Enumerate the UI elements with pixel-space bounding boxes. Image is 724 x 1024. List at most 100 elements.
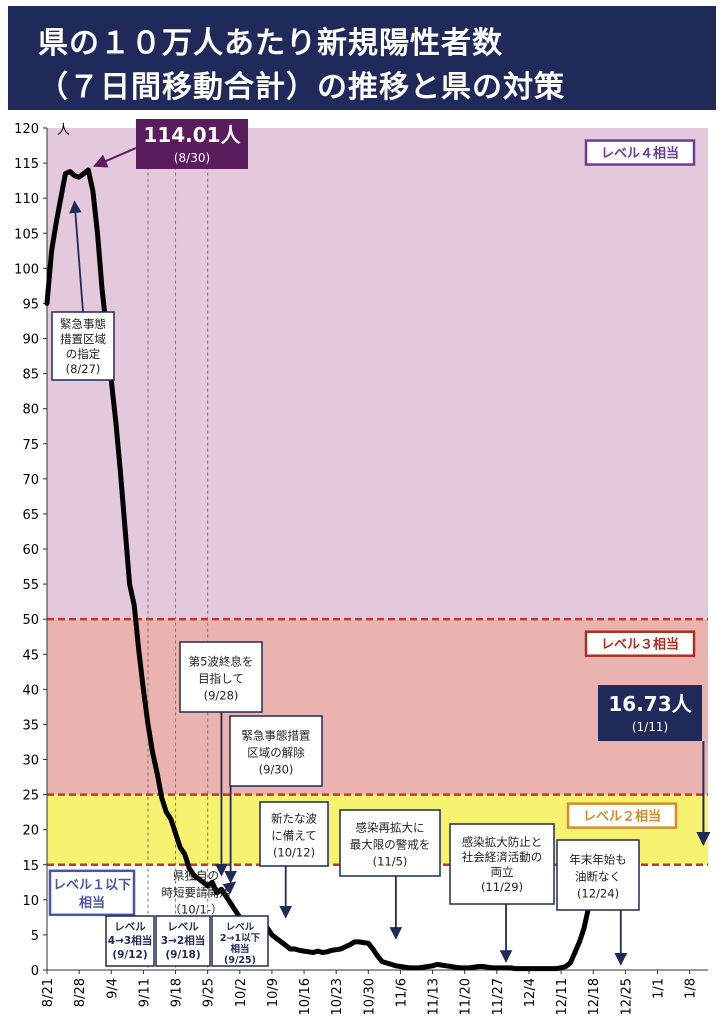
peak-callout-value: 16.73人	[608, 692, 692, 716]
y-tick-label: 65	[22, 508, 39, 523]
y-unit-label: 人	[57, 123, 70, 138]
band-label-box	[566, 802, 678, 829]
level-change-text: (9/25)	[224, 955, 256, 966]
y-tick-label: 15	[22, 859, 39, 874]
y-tick-label: 70	[22, 473, 39, 488]
x-tick-label: 9/18	[170, 978, 185, 1007]
annotation-text: (11/29)	[481, 880, 523, 894]
x-tick-label: 12/11	[555, 978, 570, 1015]
y-tick-label: 55	[22, 578, 39, 593]
y-tick-label: 120	[14, 122, 39, 137]
annotation-text: 区域の解除	[247, 746, 305, 760]
annotation-text: 緊急事態措置	[242, 729, 311, 743]
series-line	[44, 167, 596, 972]
annotation-arrow	[69, 200, 84, 313]
annotation-text: 第5波終息を	[189, 655, 254, 669]
chart-title-banner: 県の１０万人あたり新規陽性者数 （７日間移動合計）の推移と県の対策	[8, 6, 716, 110]
annotation-text: 目指して	[198, 672, 244, 686]
y-tick-label: 80	[22, 403, 39, 418]
band-label: レベル１以下	[53, 878, 131, 893]
annotation-text: 年末年始も	[569, 853, 627, 867]
annotation-box	[339, 809, 441, 877]
y-tick-label: 20	[22, 824, 39, 839]
x-tick-label: 1/1	[652, 978, 667, 999]
x-tick-label: 1/8	[684, 978, 699, 999]
level-change-text: 3→2相当	[161, 934, 205, 947]
annotation-text: 感染拡大防止と	[462, 835, 543, 849]
annotation-box	[229, 715, 323, 787]
annotation-text: (12/24)	[577, 887, 619, 901]
x-tick-label: 10/16	[298, 978, 313, 1015]
x-tick-label: 9/4	[105, 978, 120, 999]
y-tick-label: 110	[14, 192, 39, 207]
x-tick-label: 10/2	[234, 978, 249, 1007]
annotation-text: (11/5)	[373, 855, 408, 869]
x-tick-label: 10/23	[330, 978, 345, 1015]
annotation-text: 両立	[491, 865, 514, 879]
annotation-text: (8/27)	[66, 362, 101, 376]
x-tick-label: 9/11	[137, 978, 152, 1007]
level-change-text: レベル	[167, 921, 199, 933]
y-tick-label: 95	[22, 297, 39, 312]
level-change-text: 2→1以下	[220, 933, 261, 944]
peak-callout-arrow	[93, 147, 137, 168]
x-tick-label: 10/9	[266, 978, 281, 1007]
level-change-text: レベル	[226, 922, 255, 933]
level-band	[47, 128, 708, 620]
annotation-text: 措置区域	[60, 332, 106, 346]
peak-callout-box	[598, 685, 702, 741]
x-tick-label: 12/18	[587, 978, 602, 1015]
annotation-box	[556, 839, 640, 911]
annotation-arrow	[222, 881, 237, 895]
annotation-text: (9/30)	[259, 763, 294, 777]
annotation-text: 緊急事態	[60, 317, 106, 331]
band-label: 相当	[79, 895, 105, 911]
chart-title-line1: 県の１０万人あたり新規陽性者数	[38, 26, 503, 61]
annotation-text: (10/12)	[273, 846, 315, 860]
band-label: レベル４相当	[601, 146, 679, 162]
y-tick-label: 90	[22, 333, 39, 348]
level-change-text: (9/12)	[112, 949, 147, 961]
y-tick-label: 100	[14, 262, 39, 277]
y-tick-label: 50	[22, 613, 39, 628]
annotation-text: 県独自の	[173, 869, 219, 883]
band-label-box	[584, 630, 696, 657]
peak-callout-date: (8/30)	[174, 151, 210, 165]
y-tick-label: 85	[22, 368, 39, 383]
y-tick-label: 40	[22, 683, 39, 698]
annotation-box	[179, 641, 263, 713]
x-tick-label: 11/27	[491, 978, 506, 1015]
chart-title-line2: （７日間移動合計）の推移と県の対策	[38, 70, 565, 105]
level-change-text: レベル	[114, 921, 146, 933]
band-label-box	[584, 139, 696, 166]
x-tick-label: 11/13	[427, 978, 442, 1015]
y-tick-label: 0	[31, 964, 39, 979]
x-tick-label: 8/28	[73, 978, 88, 1007]
y-tick-label: 5	[31, 929, 39, 944]
y-tick-label: 60	[22, 543, 39, 558]
peak-callout-date: (1/11)	[632, 720, 668, 734]
annotation-box	[259, 801, 329, 867]
annotation-text: の指定	[66, 347, 101, 361]
annotation-text: （10/1-）	[170, 903, 223, 917]
y-tick-label: 75	[22, 438, 39, 453]
level-change-text: 相当	[230, 943, 249, 955]
level-change-box	[211, 915, 269, 967]
band-label: レベル３相当	[601, 637, 679, 653]
y-tick-label: 30	[22, 754, 39, 769]
level-change-box	[105, 915, 155, 967]
annotation-text: 時短要請開始	[162, 886, 231, 900]
x-tick-label: 12/4	[523, 978, 538, 1007]
x-tick-label: 10/30	[362, 978, 377, 1015]
peak-callout-box	[136, 119, 248, 169]
x-tick-label: 9/25	[202, 978, 217, 1007]
x-tick-label: 12/25	[619, 978, 634, 1015]
y-tick-label: 45	[22, 648, 39, 663]
band-label: レベル２相当	[583, 809, 661, 825]
annotation-box	[449, 823, 555, 905]
annotation-text: 油断なく	[575, 870, 621, 884]
x-tick-label: 11/6	[394, 978, 409, 1007]
y-tick-label: 115	[14, 157, 39, 172]
level-change-text: 4→3相当	[108, 934, 152, 947]
